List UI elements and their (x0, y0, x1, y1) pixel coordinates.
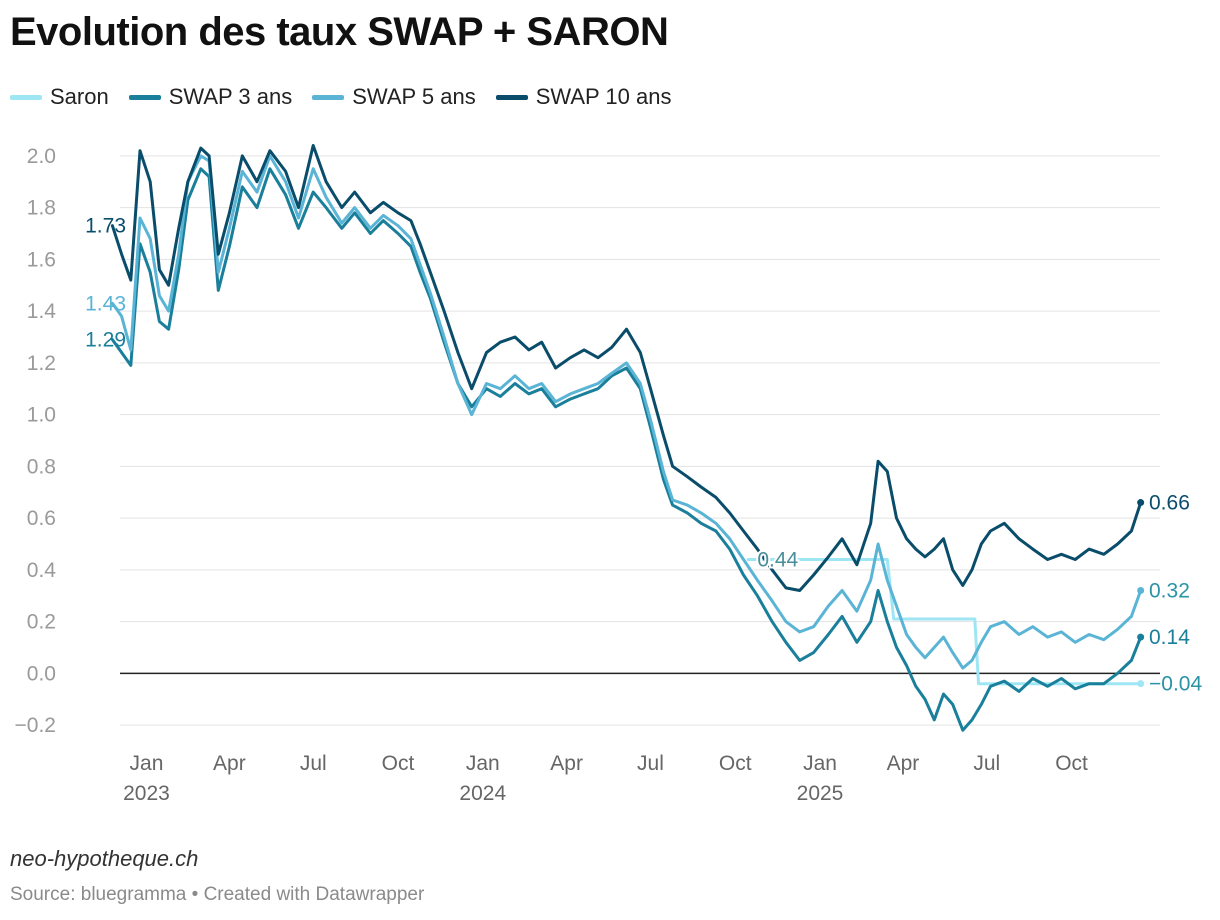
series-line-swap-3-ans (110, 167, 1143, 732)
y-tick-label: 2.0 (27, 145, 56, 168)
legend-label: SWAP 10 ans (535, 84, 672, 109)
gridlines (120, 155, 1160, 726)
line-chart: −0.04 0.44 1.29 0.14 1.43 0.32 1.73 0.66 2.0 1.8… (15, 144, 1202, 805)
legend-swatch (495, 94, 528, 100)
legend-swatch (10, 94, 42, 100)
series-end-label: 0.14 (1149, 626, 1190, 649)
brand-text: neo-hypotheque.ch (10, 846, 199, 871)
series-annotation: 0.44 (757, 548, 798, 571)
x-tick-label: Jan (466, 752, 500, 775)
series-start-label: 1.73 (85, 215, 126, 238)
axis-labels: 2.0 1.8 1.6 1.4 1.2 1.0 0.8 0.6 0.4 0.2 0.0 −0.2 Jan… (15, 145, 1089, 805)
x-tick-label: Jul (973, 752, 1000, 775)
series-line-swap-5-ans (110, 154, 1143, 670)
x-tick-label: Oct (719, 752, 752, 775)
legend: Saron SWAP 3 ans SWAP 5 ans SWAP 10 ans (10, 84, 672, 110)
legend-swatch (128, 94, 161, 100)
legend-swatch (312, 94, 345, 100)
legend-item: Saron (10, 84, 109, 110)
chart-title: Evolution des taux SWAP + SARON (10, 10, 669, 54)
y-tick-label: 0.4 (27, 559, 57, 582)
y-tick-label: 1.8 (27, 197, 56, 220)
series-start-label: 1.43 (85, 292, 126, 315)
x-tick-label: Jan (130, 752, 164, 775)
source-text: Source: bluegramma • Created with Datawr… (10, 884, 425, 905)
legend-label: Saron (50, 84, 109, 109)
y-tick-label: 0.2 (27, 611, 56, 634)
legend-label: SWAP 5 ans (352, 84, 476, 109)
series-end-label: 0.32 (1149, 580, 1190, 603)
x-tick-label: Jul (300, 752, 327, 775)
legend-label: SWAP 3 ans (168, 84, 293, 109)
x-tick-label: Oct (1055, 752, 1088, 775)
y-tick-label: 1.0 (27, 404, 56, 427)
legend-item: SWAP 5 ans (312, 84, 476, 110)
legend-item: SWAP 3 ans (128, 84, 293, 110)
x-tick-year-label: 2024 (459, 782, 506, 805)
x-tick-label: Apr (550, 752, 583, 775)
series-lines (110, 144, 1145, 732)
series-end-label: 0.66 (1149, 492, 1190, 515)
y-tick-label: 1.6 (27, 248, 56, 271)
x-tick-year-label: 2025 (797, 782, 844, 805)
series-end-point (1137, 680, 1145, 688)
x-tick-label: Oct (382, 752, 415, 775)
series-start-label: 1.29 (85, 329, 126, 352)
y-tick-label: −0.2 (15, 714, 56, 737)
legend-item: SWAP 10 ans (495, 84, 672, 110)
x-tick-label: Apr (213, 752, 246, 775)
x-tick-label: Jan (803, 752, 837, 775)
y-tick-label: 0.6 (27, 507, 56, 530)
series-end-point (1137, 499, 1145, 507)
series-end-point (1137, 633, 1145, 641)
y-tick-label: 1.4 (27, 300, 57, 323)
x-tick-year-label: 2023 (123, 782, 170, 805)
x-tick-label: Apr (887, 752, 920, 775)
y-tick-label: 0.8 (27, 455, 56, 478)
y-tick-label: 1.2 (27, 352, 56, 375)
y-tick-label: 0.0 (27, 662, 56, 685)
value-labels: −0.04 0.44 1.29 0.14 1.43 0.32 1.73 0.66 (85, 215, 1202, 696)
series-end-label: −0.04 (1149, 673, 1202, 696)
series-end-point (1137, 587, 1145, 595)
x-tick-label: Jul (637, 752, 664, 775)
series-line-swap-10-ans (110, 144, 1143, 592)
